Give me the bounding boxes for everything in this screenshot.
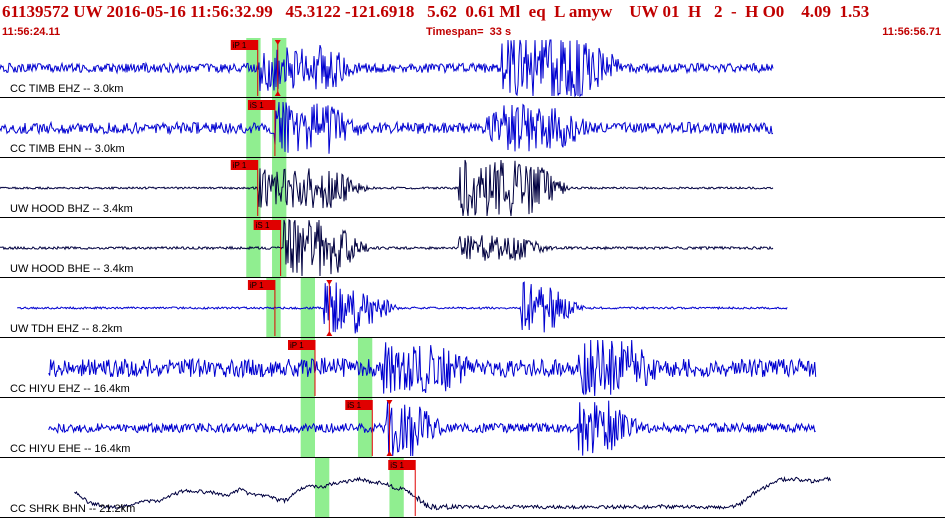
waveform-plot[interactable]: iP 1 [0,158,945,218]
phase-pick-label: iP 1 [250,281,264,290]
window-end-time: 11:56:56.71 [882,26,941,38]
pick-window-highlight [357,398,373,458]
pick-marker-icon[interactable] [386,400,393,405]
phase-pick-label: iP 1 [233,161,247,170]
phase-pick-flag[interactable] [247,100,275,110]
waveform-plot[interactable]: iP 1 [0,278,945,338]
pick-window-highlight [272,158,287,218]
pick-window-highlight [300,338,315,398]
event-summary-line: 61139572 UW 2016-05-16 11:56:32.99 45.31… [2,2,870,21]
waveform-trace [0,219,774,277]
waveform-plot[interactable]: iS 1 [0,398,945,458]
phase-pick-label: iP 1 [233,41,247,50]
station-channel-label: CC HIYU EHE -- 16.4km [10,443,131,455]
trace-panel[interactable]: iP 1 UW TDH EHZ -- 8.2km [0,278,945,338]
pick-marker-icon[interactable] [326,280,333,285]
seismogram-panels[interactable]: iP 1 CC TIMB EHZ -- 3.0km iS 1 CC TIMB EHN … [0,38,945,520]
station-channel-label: CC TIMB EHZ -- 3.0km [10,83,124,95]
pick-marker-icon[interactable] [274,91,281,96]
waveform-trace [0,159,774,217]
pick-window-highlight [357,338,373,398]
phase-pick-flag[interactable] [230,40,258,50]
station-channel-label: CC TIMB EHN -- 3.0km [10,143,125,155]
waveform-plot[interactable]: iP 1 [0,338,945,398]
trace-panel[interactable]: iP 1 UW HOOD BHZ -- 3.4km [0,158,945,218]
waveform-trace [0,39,774,98]
trace-panel[interactable]: iS 1 CC TIMB EHN -- 3.0km [0,98,945,158]
phase-pick-flag[interactable] [253,220,281,230]
phase-pick-flag[interactable] [288,340,315,350]
trace-panel[interactable]: iP 1 CC TIMB EHZ -- 3.0km [0,38,945,98]
phase-pick-flag[interactable] [388,460,416,470]
phase-pick-label: iP 1 [290,341,304,350]
phase-pick-label: iS 1 [390,461,404,470]
station-channel-label: UW TDH EHZ -- 8.2km [10,323,123,335]
waveform-plot[interactable]: iS 1 [0,458,945,518]
phase-pick-flag[interactable] [345,400,373,410]
trace-panel[interactable]: iP 1 CC HIYU EHZ -- 16.4km [0,338,945,398]
waveform-trace [48,339,817,397]
station-channel-label: UW HOOD BHZ -- 3.4km [10,203,133,215]
station-channel-label: CC SHRK BHN -- 21.2km [10,503,136,515]
pick-window-highlight [300,398,315,458]
phase-pick-label: iS 1 [250,101,264,110]
trace-panel[interactable]: iS 1 UW HOOD BHE -- 3.4km [0,218,945,278]
station-channel-label: UW HOOD BHE -- 3.4km [10,263,134,275]
waveform-plot[interactable]: iS 1 [0,218,945,278]
pick-marker-icon[interactable] [326,331,333,336]
pick-marker-icon[interactable] [274,40,281,45]
waveform-trace [74,476,831,511]
phase-pick-label: iS 1 [256,221,270,230]
station-channel-label: CC HIYU EHZ -- 16.4km [10,383,130,395]
phase-pick-flag[interactable] [247,280,275,290]
waveform-plot[interactable]: iP 1 [0,38,945,98]
pick-window-highlight [246,98,261,158]
waveform-trace [48,399,816,457]
timespan-label: Timespan= 33 s [426,26,512,38]
pick-window-highlight [389,458,404,518]
phase-pick-label: iS 1 [347,401,361,410]
trace-panel[interactable]: iS 1 CC SHRK BHN -- 21.2km [0,458,945,518]
waveform-plot[interactable]: iS 1 [0,98,945,158]
trace-panel[interactable]: iS 1 CC HIYU EHE -- 16.4km [0,398,945,458]
waveform-trace [17,281,788,334]
phase-pick-flag[interactable] [230,160,258,170]
window-start-time: 11:56:24.11 [2,26,61,38]
waveform-trace [0,101,774,154]
pick-marker-icon[interactable] [386,451,393,456]
event-header: 61139572 UW 2016-05-16 11:56:32.99 45.31… [0,0,945,40]
